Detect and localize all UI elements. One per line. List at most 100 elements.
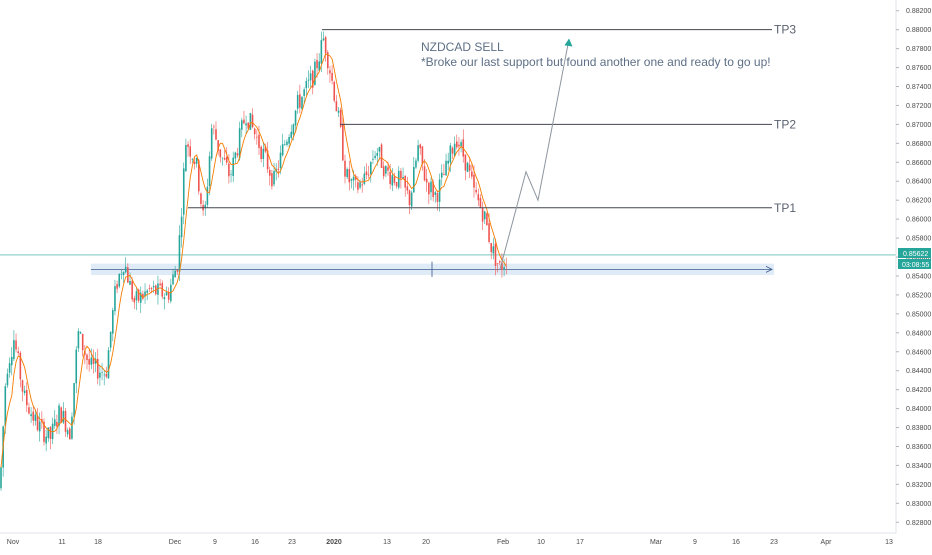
candle-up	[152, 286, 155, 288]
time-tick-label: 13	[383, 539, 391, 546]
price-tick-label: 0.87400	[906, 84, 931, 91]
candle-down	[198, 160, 200, 192]
time-axis[interactable]	[0, 533, 896, 550]
candle-up	[417, 145, 419, 161]
candle-up	[430, 181, 432, 193]
candle-up	[318, 61, 320, 71]
projection-path[interactable]	[499, 39, 570, 270]
levels-layer: TP3 TP2 TP1	[188, 23, 796, 215]
candle-down	[501, 262, 503, 271]
price-tick-label: 0.84800	[906, 330, 931, 337]
candle-up	[460, 142, 462, 147]
candle-down	[342, 124, 344, 161]
candle-up	[286, 141, 288, 145]
candle-up	[503, 267, 505, 270]
price-badges: 0.85622 03:08:55	[898, 248, 931, 269]
candle-up	[320, 40, 323, 64]
candle-down	[28, 407, 30, 414]
candle-down	[458, 144, 460, 147]
candle-down	[499, 261, 501, 263]
candle-up	[120, 274, 123, 275]
time-tick-label: Mar	[650, 539, 663, 546]
price-tick-label: 0.86600	[906, 160, 931, 167]
price-ticks: 0.88200 0.88000 0.87800 0.87600 0.87400 0.872…	[896, 8, 931, 527]
candle-down	[217, 140, 219, 151]
candle-up	[146, 290, 148, 293]
annotation-layer: NZDCAD SELL *Broke our last support but …	[421, 40, 771, 69]
time-tick-label: 16	[732, 539, 740, 546]
candle-up	[204, 204, 207, 209]
candle-down	[268, 169, 271, 176]
candle-up	[6, 373, 9, 386]
time-ticks: Nov 11 18 Dec 9 16 23 2020 13 20 Feb 10 17 Mar 9 16 23 Ap…	[7, 539, 893, 546]
candle-down	[60, 407, 62, 423]
candle-down	[479, 198, 482, 208]
candle-up	[245, 123, 247, 126]
candle-up	[370, 162, 372, 175]
candle-down	[161, 283, 164, 297]
candle-down	[159, 283, 161, 286]
candle-down	[96, 359, 99, 379]
projection-arrowhead	[564, 38, 573, 47]
candle-down	[367, 174, 370, 176]
candle-down	[243, 119, 245, 124]
price-tick-label: 0.86200	[906, 198, 931, 205]
candle-down	[189, 146, 191, 157]
price-tick-label: 0.87800	[906, 46, 931, 53]
candle-down	[329, 70, 331, 74]
price-tick-label: 0.83800	[906, 425, 931, 432]
time-tick-label: 23	[288, 539, 296, 546]
candle-up	[303, 89, 305, 97]
candle-down	[225, 156, 228, 163]
candle-up	[178, 235, 181, 272]
time-tick-label: 9	[213, 539, 217, 546]
candle-up	[185, 145, 187, 172]
candle-down	[84, 350, 86, 355]
candle-up	[290, 131, 293, 138]
time-tick-label: 18	[94, 539, 102, 546]
candle-up	[135, 291, 138, 301]
candle-down	[271, 173, 273, 187]
candle-up	[124, 266, 127, 273]
candle-down	[256, 136, 258, 138]
candle-down	[43, 421, 45, 442]
time-tick-label: 9	[693, 539, 697, 546]
candle-down	[131, 280, 133, 300]
price-tick-label: 0.87000	[906, 122, 931, 129]
candle-up	[107, 350, 110, 379]
candle-down	[331, 73, 333, 81]
candle-down	[490, 243, 492, 253]
candle-up	[221, 157, 224, 159]
level-label-tp1: TP1	[774, 201, 796, 215]
candle-up	[279, 152, 282, 168]
candle-down	[223, 158, 226, 160]
candle-up	[47, 427, 50, 439]
candle-up	[45, 436, 47, 444]
candle-down	[116, 284, 118, 289]
candle-up	[99, 372, 101, 378]
candle-down	[400, 170, 402, 179]
candle-down	[486, 213, 488, 226]
candle-down	[148, 287, 151, 289]
price-tick-label: 0.86800	[906, 141, 931, 148]
candle-up	[191, 159, 194, 160]
level-label-tp2: TP2	[774, 117, 796, 131]
time-tick-label: 10	[537, 539, 545, 546]
annotation-text: *Broke our last support but found anothe…	[421, 55, 771, 69]
candle-down	[142, 293, 144, 299]
annotation-title: NZDCAD SELL	[421, 40, 504, 54]
candle-up	[350, 179, 353, 181]
candle-down	[408, 190, 411, 206]
candle-up	[234, 152, 237, 159]
candle-up	[378, 147, 381, 152]
candle-down	[425, 178, 428, 183]
candle-down	[260, 146, 262, 160]
candle-up	[359, 182, 361, 188]
candle-down	[92, 357, 95, 364]
price-tick-label: 0.87200	[906, 103, 931, 110]
candle-up	[337, 110, 340, 113]
candle-up	[118, 274, 121, 287]
candle-up	[445, 160, 447, 176]
candle-up	[195, 158, 198, 164]
